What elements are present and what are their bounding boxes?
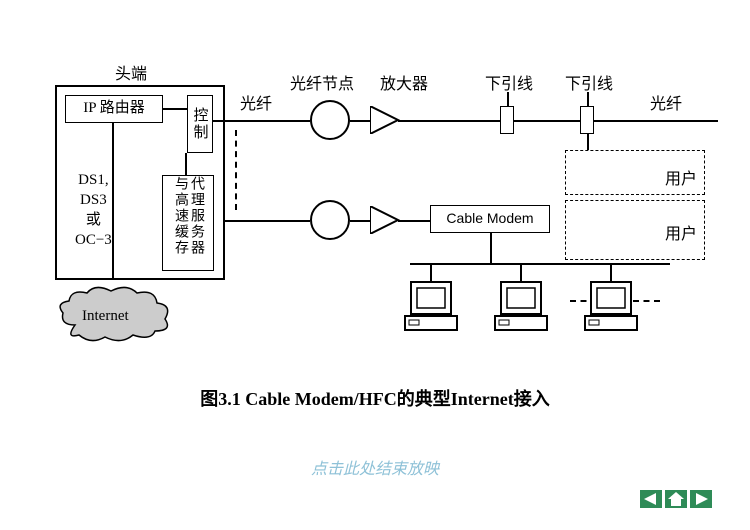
cm-down bbox=[490, 233, 492, 263]
line-trunk-right bbox=[398, 120, 718, 122]
fiber-node-lower bbox=[310, 200, 350, 240]
line-router-down bbox=[112, 123, 114, 280]
figure-caption: 图3.1 Cable Modem/HFC的典型Internet接入 bbox=[0, 385, 750, 411]
label-fiber: 光纤 bbox=[240, 90, 272, 114]
triangle-left-icon bbox=[644, 493, 658, 505]
line-fiber-lower-a bbox=[225, 220, 310, 222]
line-to-amp1 bbox=[350, 120, 370, 122]
diagram-canvas: 头端 光纤 光纤节点 放大器 下引线 下引线 光纤 IP 路由器 控制 代理服务… bbox=[0, 0, 750, 530]
tap2-stub bbox=[587, 92, 589, 106]
label-amplifier: 放大器 bbox=[380, 70, 428, 94]
drop2-line bbox=[587, 134, 589, 150]
footer-end-slideshow[interactable]: 点击此处结束放映 bbox=[0, 455, 750, 479]
ip-router-box: IP 路由器 bbox=[65, 95, 163, 123]
amplifier-upper bbox=[370, 106, 400, 134]
computer-icon-3 bbox=[583, 280, 639, 335]
dashed-branch bbox=[235, 130, 237, 210]
label-fiber-node: 光纤节点 bbox=[290, 70, 354, 94]
tap-1 bbox=[500, 106, 514, 134]
triangle-right-icon bbox=[694, 493, 708, 505]
proxy-box: 代理服务器与高速缓存 bbox=[162, 175, 214, 271]
cable-modem-box: Cable Modem bbox=[430, 205, 550, 233]
user-label-1: 用户 bbox=[665, 165, 697, 189]
line-to-amp2 bbox=[350, 220, 370, 222]
tap-2 bbox=[580, 106, 594, 134]
ds-l3: 或 bbox=[75, 210, 112, 230]
fiber-node-upper bbox=[310, 100, 350, 140]
pc-drop-3 bbox=[610, 263, 612, 281]
ds-l1: DS1, bbox=[75, 170, 112, 190]
user-label-2: 用户 bbox=[665, 220, 697, 244]
ds-text: DS1, DS3 或 OC−3 bbox=[75, 170, 112, 250]
nav-next-button[interactable] bbox=[690, 490, 712, 508]
computer-icon-2 bbox=[493, 280, 549, 335]
label-headend: 头端 bbox=[115, 60, 147, 84]
line-fiber-upper-a bbox=[213, 120, 310, 122]
computer-icon-1 bbox=[403, 280, 459, 335]
pc-drop-1 bbox=[430, 263, 432, 281]
amplifier-lower bbox=[370, 206, 400, 234]
nav-prev-button[interactable] bbox=[640, 490, 662, 508]
label-fiber-right: 光纤 bbox=[650, 90, 682, 114]
ds-l4: OC−3 bbox=[75, 230, 112, 250]
internet-label: Internet bbox=[82, 308, 129, 325]
control-box: 控制 bbox=[187, 95, 213, 153]
line-to-cm bbox=[398, 220, 430, 222]
ds-l2: DS3 bbox=[75, 190, 112, 210]
pc-drop-2 bbox=[520, 263, 522, 281]
label-drop2: 下引线 bbox=[565, 70, 613, 94]
tap1-stub bbox=[507, 92, 509, 106]
line-control-proxy bbox=[185, 153, 187, 175]
nav-home-button[interactable] bbox=[665, 490, 687, 508]
control-label: 控制 bbox=[190, 107, 211, 141]
lan-bus bbox=[410, 263, 670, 265]
line-router-control bbox=[163, 108, 187, 110]
home-icon bbox=[668, 492, 684, 506]
proxy-label: 代理服务器与高速缓存 bbox=[172, 176, 204, 270]
label-drop1: 下引线 bbox=[485, 70, 533, 94]
